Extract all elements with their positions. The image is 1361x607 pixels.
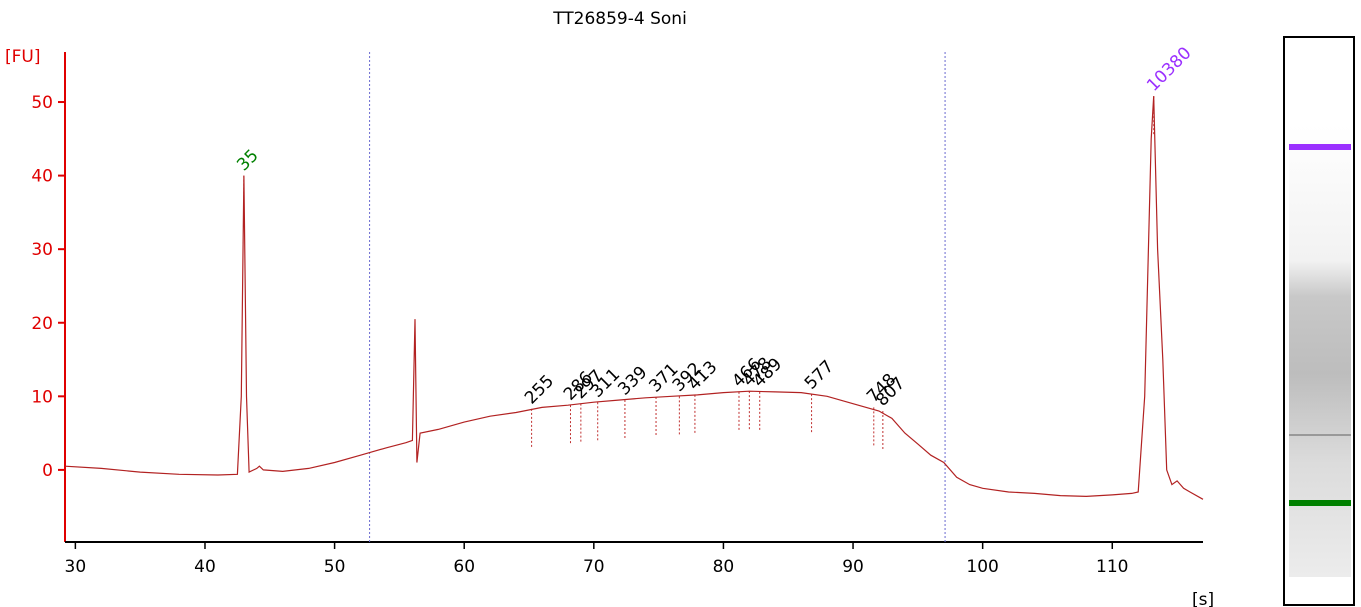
x-tick-label: 40: [194, 557, 216, 577]
trace: [64, 96, 1204, 500]
x-tick-label: 100: [966, 557, 998, 577]
gel-lane-smear: [1289, 125, 1351, 577]
x-axis-label: [s]: [1192, 590, 1214, 607]
gel-band-mid: [1289, 434, 1351, 436]
y-tick-label: 50: [31, 93, 53, 113]
peak-label: 35: [233, 146, 262, 175]
y-tick-label: 10: [31, 387, 53, 407]
y-tick-label: 0: [42, 461, 53, 481]
gel-band-upper: [1289, 144, 1351, 150]
x-tick-label: 30: [65, 557, 87, 577]
x-tick-label: 60: [453, 557, 475, 577]
gel-band-lower: [1289, 500, 1351, 506]
chart-title: TT26859-4 Soni: [552, 9, 687, 29]
x-tick-label: 70: [583, 557, 605, 577]
peak-label: 10380: [1143, 43, 1195, 95]
y-tick-label: 40: [31, 167, 53, 187]
x-tick-label: 50: [324, 557, 346, 577]
y-axis-label: [FU]: [5, 47, 41, 67]
y-tick-label: 20: [31, 314, 53, 334]
peak-label: 255: [521, 371, 558, 408]
peak-label: 577: [801, 357, 838, 394]
y-tick-label: 30: [31, 240, 53, 260]
x-tick-label: 110: [1096, 557, 1128, 577]
x-tick-label: 80: [713, 557, 735, 577]
x-tick-label: 90: [842, 557, 864, 577]
